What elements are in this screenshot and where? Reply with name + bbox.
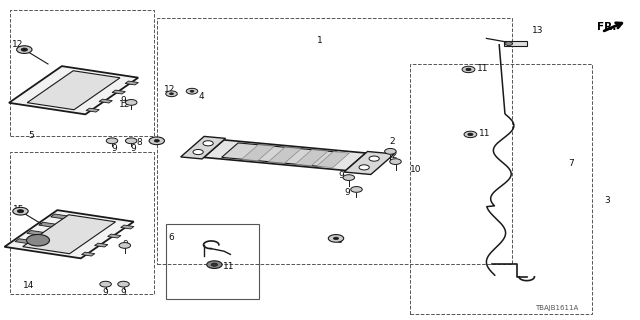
Text: 12: 12 bbox=[164, 85, 175, 94]
Circle shape bbox=[125, 138, 137, 144]
Text: 12: 12 bbox=[12, 40, 24, 49]
Polygon shape bbox=[112, 90, 125, 94]
Circle shape bbox=[106, 138, 118, 144]
Polygon shape bbox=[108, 234, 121, 238]
Circle shape bbox=[505, 42, 513, 45]
Circle shape bbox=[119, 243, 131, 248]
Circle shape bbox=[390, 159, 401, 164]
Polygon shape bbox=[86, 108, 99, 112]
Polygon shape bbox=[22, 215, 116, 254]
Polygon shape bbox=[99, 99, 113, 103]
Polygon shape bbox=[27, 230, 44, 235]
Polygon shape bbox=[242, 145, 275, 161]
Text: 1: 1 bbox=[317, 36, 323, 44]
Circle shape bbox=[100, 281, 111, 287]
Polygon shape bbox=[120, 225, 134, 229]
Circle shape bbox=[193, 149, 204, 155]
Text: 9: 9 bbox=[120, 96, 125, 105]
Text: 13: 13 bbox=[532, 26, 543, 35]
Bar bbox=[10, 10, 154, 136]
Text: 11: 11 bbox=[223, 262, 235, 271]
Text: FR.: FR. bbox=[597, 22, 616, 32]
Text: 7: 7 bbox=[568, 159, 573, 168]
Polygon shape bbox=[180, 136, 225, 159]
Bar bbox=[504, 41, 527, 46]
Polygon shape bbox=[269, 147, 301, 163]
Polygon shape bbox=[15, 239, 31, 244]
Circle shape bbox=[343, 175, 355, 180]
Text: 9: 9 bbox=[111, 144, 116, 153]
Text: 8: 8 bbox=[137, 138, 142, 147]
Bar bbox=[157, 18, 512, 264]
Circle shape bbox=[359, 165, 369, 170]
Polygon shape bbox=[317, 152, 349, 168]
Bar bbox=[410, 64, 592, 314]
Circle shape bbox=[118, 281, 129, 287]
Circle shape bbox=[466, 68, 471, 71]
Circle shape bbox=[190, 90, 194, 92]
Circle shape bbox=[385, 148, 396, 154]
Circle shape bbox=[154, 140, 159, 142]
Polygon shape bbox=[344, 151, 394, 174]
Circle shape bbox=[21, 48, 28, 51]
Polygon shape bbox=[4, 210, 134, 258]
Circle shape bbox=[351, 187, 362, 192]
Text: 8: 8 bbox=[337, 236, 342, 245]
Text: 4: 4 bbox=[199, 92, 204, 100]
Polygon shape bbox=[27, 71, 120, 110]
Circle shape bbox=[207, 261, 222, 268]
Polygon shape bbox=[39, 222, 55, 227]
Text: 9: 9 bbox=[103, 288, 108, 297]
Text: 9: 9 bbox=[345, 188, 350, 197]
Text: 9: 9 bbox=[122, 240, 127, 249]
Text: 9: 9 bbox=[131, 144, 136, 153]
Circle shape bbox=[462, 66, 475, 73]
Polygon shape bbox=[95, 243, 108, 247]
Bar bbox=[166, 224, 259, 299]
Bar bbox=[10, 152, 154, 294]
Circle shape bbox=[333, 237, 339, 240]
Text: 9: 9 bbox=[121, 288, 126, 297]
Polygon shape bbox=[81, 252, 95, 256]
Polygon shape bbox=[51, 214, 67, 219]
Text: 12: 12 bbox=[119, 100, 131, 108]
Circle shape bbox=[17, 46, 32, 53]
Circle shape bbox=[328, 235, 344, 242]
Text: 9: 9 bbox=[339, 171, 344, 180]
Circle shape bbox=[149, 137, 164, 145]
Circle shape bbox=[166, 91, 177, 97]
Text: 11: 11 bbox=[477, 64, 489, 73]
Text: 5: 5 bbox=[28, 131, 33, 140]
Text: 14: 14 bbox=[23, 281, 35, 290]
Circle shape bbox=[203, 141, 213, 146]
Text: 3: 3 bbox=[604, 196, 609, 204]
Circle shape bbox=[211, 263, 218, 266]
Circle shape bbox=[186, 88, 198, 94]
Circle shape bbox=[468, 133, 473, 136]
Circle shape bbox=[13, 207, 28, 215]
Text: TBAJB1611A: TBAJB1611A bbox=[535, 305, 579, 311]
Polygon shape bbox=[221, 143, 337, 166]
Polygon shape bbox=[204, 140, 366, 171]
Text: 15: 15 bbox=[13, 205, 25, 214]
Text: 2: 2 bbox=[389, 137, 394, 146]
Circle shape bbox=[17, 210, 24, 213]
Polygon shape bbox=[9, 66, 138, 114]
Circle shape bbox=[125, 100, 137, 105]
Text: 11: 11 bbox=[479, 129, 490, 138]
Circle shape bbox=[26, 235, 49, 246]
Text: 12: 12 bbox=[387, 151, 399, 160]
Polygon shape bbox=[125, 81, 138, 85]
Polygon shape bbox=[295, 150, 328, 166]
Text: 6: 6 bbox=[168, 233, 173, 242]
Circle shape bbox=[369, 156, 380, 161]
Text: 10: 10 bbox=[410, 165, 422, 174]
Circle shape bbox=[170, 93, 173, 95]
Circle shape bbox=[464, 131, 477, 138]
